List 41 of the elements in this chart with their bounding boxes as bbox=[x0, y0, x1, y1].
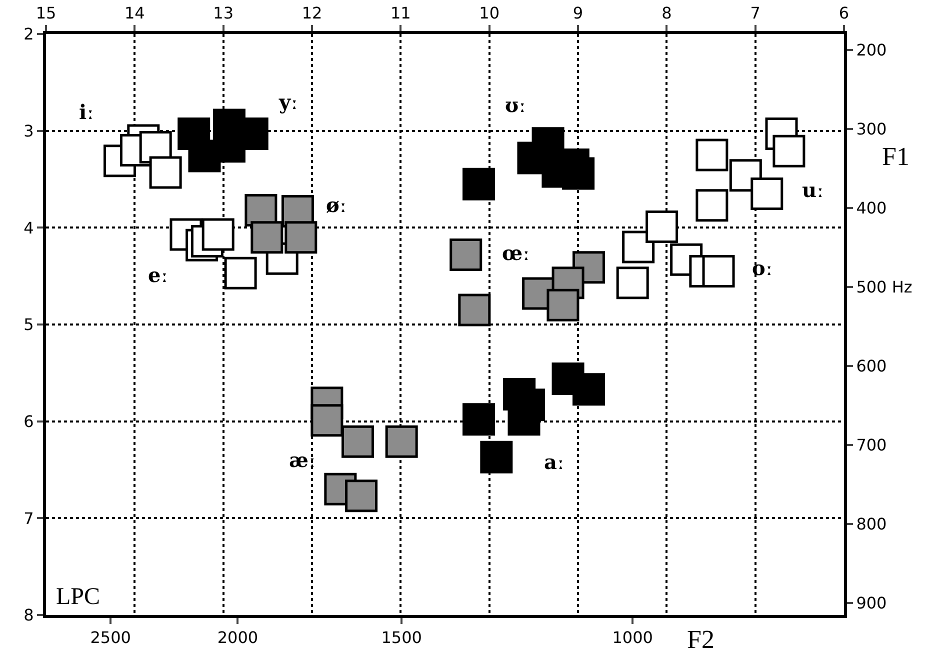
annotation: œː bbox=[502, 241, 530, 265]
annotation: LPC bbox=[56, 584, 100, 610]
y2-tick-label: 400 bbox=[856, 198, 887, 218]
x2-tick-label: 12 bbox=[302, 4, 322, 23]
x2-tick-label: 13 bbox=[213, 4, 234, 23]
y2-tick-label: 700 bbox=[856, 436, 887, 455]
annotation: æː bbox=[289, 448, 316, 472]
y2-tick-label: 900 bbox=[856, 594, 887, 613]
x-tick-label: 1000 bbox=[612, 628, 653, 648]
annotation: øː bbox=[326, 193, 347, 217]
x-tick-label: 2000 bbox=[217, 628, 258, 648]
x2-tick-label: 6 bbox=[838, 4, 850, 23]
y-tick-label: 5 bbox=[24, 315, 34, 334]
y2-tick-label: 600 bbox=[856, 356, 887, 376]
x-axis-title: F2 bbox=[687, 625, 714, 653]
x-tick-label: 1500 bbox=[381, 628, 422, 648]
annotation: uː bbox=[802, 178, 824, 202]
y-tick-label: 8 bbox=[24, 606, 34, 625]
x2-tick-label: 15 bbox=[36, 4, 56, 23]
annotation: yː bbox=[278, 90, 298, 114]
x2-tick-label: 10 bbox=[479, 4, 500, 23]
y2-tick-label: 500 Hz bbox=[856, 278, 912, 297]
x2-tick-label: 11 bbox=[390, 4, 411, 23]
y-tick-label: 3 bbox=[24, 121, 34, 140]
y-tick-label: 2 bbox=[24, 24, 34, 44]
x2-tick-label: 14 bbox=[124, 4, 145, 23]
y2-tick-label: 200 bbox=[856, 40, 887, 60]
y-tick-label: 7 bbox=[24, 508, 34, 528]
y-tick-label: 6 bbox=[24, 412, 34, 431]
x2-tick-label: 7 bbox=[750, 4, 760, 23]
annotation: iː bbox=[79, 100, 94, 124]
y2-tick-label: 300 bbox=[856, 119, 887, 138]
annotation: aː bbox=[544, 450, 564, 474]
annotation: eː bbox=[148, 263, 168, 287]
y-tick-label: 4 bbox=[24, 218, 34, 238]
x2-tick-label: 9 bbox=[572, 4, 584, 23]
annotation: ʊː bbox=[505, 93, 526, 117]
y2-tick-label: 800 bbox=[856, 514, 887, 534]
x-tick-label: 2500 bbox=[90, 628, 131, 648]
y2-axis-title: F1 bbox=[882, 142, 910, 171]
x2-tick-label: 8 bbox=[662, 4, 672, 23]
